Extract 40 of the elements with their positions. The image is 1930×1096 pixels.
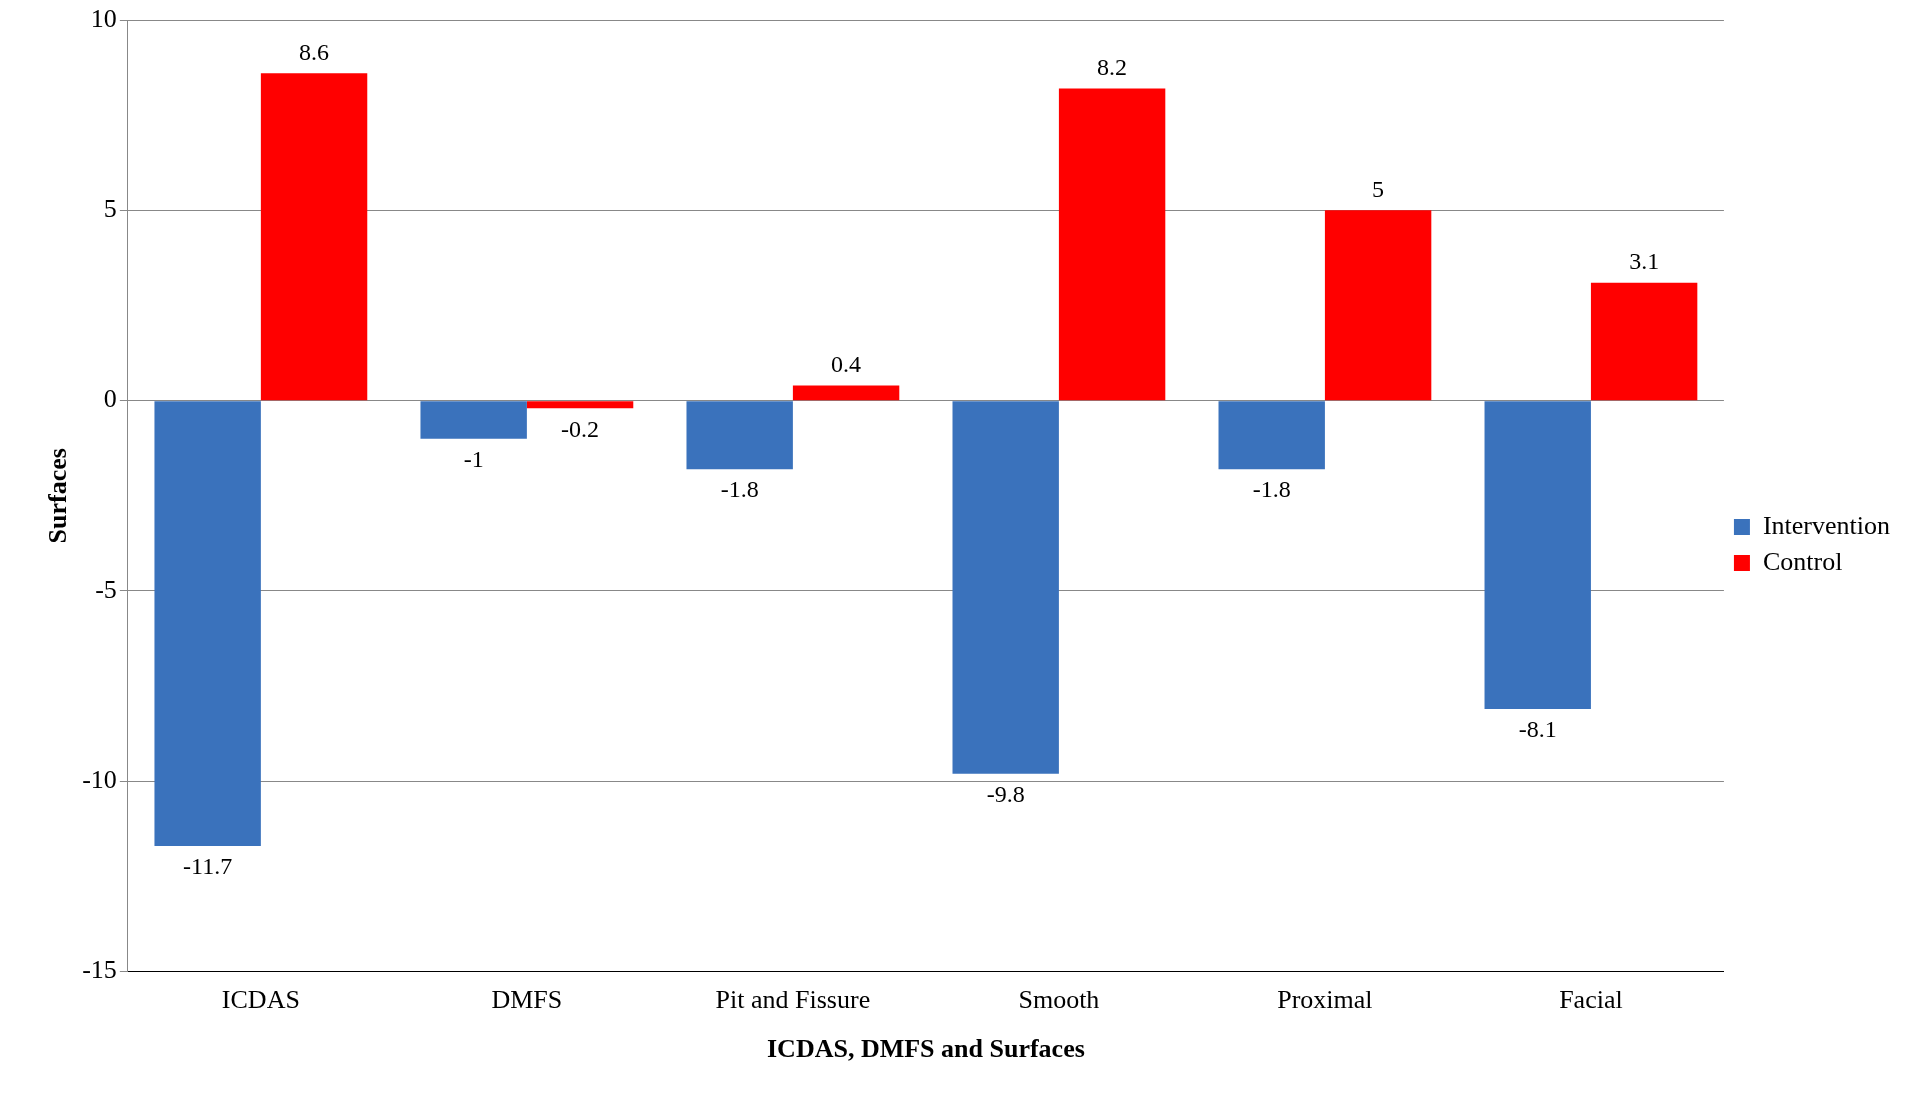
x-tick-label: Pit and Fissure	[715, 985, 871, 1015]
y-axis-title: Surfaces	[43, 448, 73, 544]
y-tick-label: 10	[90, 3, 117, 33]
data-label: 5	[1372, 175, 1385, 202]
y-tick-label: -5	[95, 574, 117, 604]
data-label: -11.7	[183, 853, 233, 880]
x-tick-label: Smooth	[1018, 985, 1100, 1015]
bar	[260, 73, 368, 401]
y-tick-label: 0	[103, 384, 117, 414]
data-label: 8.6	[299, 38, 330, 65]
data-label: 8.2	[1097, 53, 1128, 80]
bar	[686, 401, 793, 470]
bar	[154, 401, 261, 846]
x-tick-label: DMFS	[491, 985, 563, 1015]
bar	[526, 401, 634, 409]
x-tick-label: Proximal	[1277, 985, 1373, 1015]
data-label: -1.8	[720, 476, 759, 503]
legend-label: Intervention	[1762, 510, 1891, 540]
bar	[1058, 88, 1166, 401]
legend-label: Control	[1762, 546, 1843, 576]
data-label: 0.4	[831, 350, 862, 377]
data-label: -9.8	[986, 780, 1025, 807]
bar	[1484, 401, 1591, 709]
bar	[1218, 401, 1325, 470]
y-tick-label: 5	[103, 194, 117, 224]
bar	[420, 401, 527, 439]
data-label: -1	[463, 446, 484, 472]
y-tick-label: -10	[82, 765, 117, 795]
bar	[1324, 210, 1432, 401]
data-label: -0.2	[561, 415, 600, 442]
data-label: 3.1	[1629, 247, 1660, 274]
data-label: -1.8	[1252, 476, 1291, 503]
bar	[792, 385, 900, 401]
y-tick-label: -15	[82, 955, 117, 985]
bar	[1590, 282, 1698, 401]
x-axis-title: ICDAS, DMFS and Surfaces	[766, 1034, 1085, 1064]
x-tick-label: Facial	[1559, 985, 1623, 1015]
data-label: -8.1	[1518, 716, 1557, 743]
x-tick-label: ICDAS	[221, 985, 300, 1015]
bar	[952, 401, 1059, 774]
